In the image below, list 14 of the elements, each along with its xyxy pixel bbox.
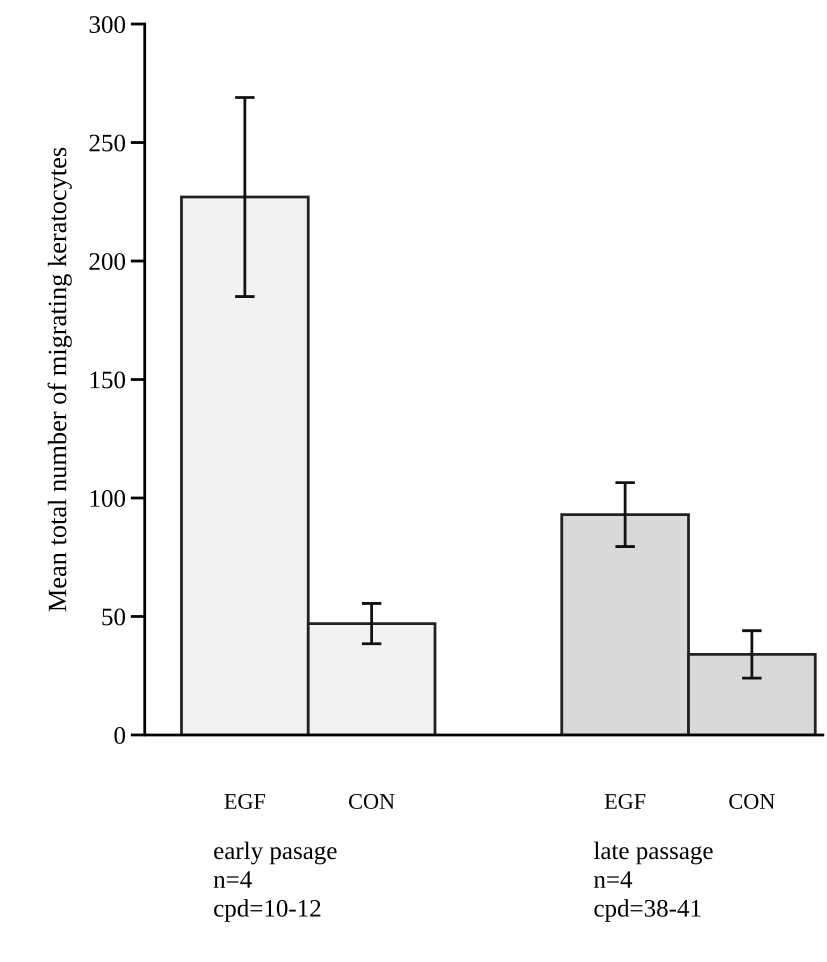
text: late passage n=4 cpd=38-41 (594, 842, 713, 922)
x-tick-label: CON (349, 794, 395, 809)
x-tick-label: EGF (224, 794, 266, 809)
y-axis-title: Mean total number of migrating keratocytes (48, 148, 72, 612)
y-tick-label: 150 (90, 372, 126, 388)
y-tick-label: 100 (90, 490, 126, 507)
y-tick-label: 50 (102, 608, 126, 626)
y-tick-label: 250 (90, 134, 126, 152)
y-tick-label: 0 (114, 727, 126, 744)
text: early pasage n=4 cpd=10-12 (214, 842, 337, 922)
x-tick-label: EGF (604, 794, 646, 809)
x-tick-label: CON (729, 794, 775, 809)
y-tick-label: 300 (90, 16, 126, 33)
y-tick-label: 200 (90, 253, 126, 270)
